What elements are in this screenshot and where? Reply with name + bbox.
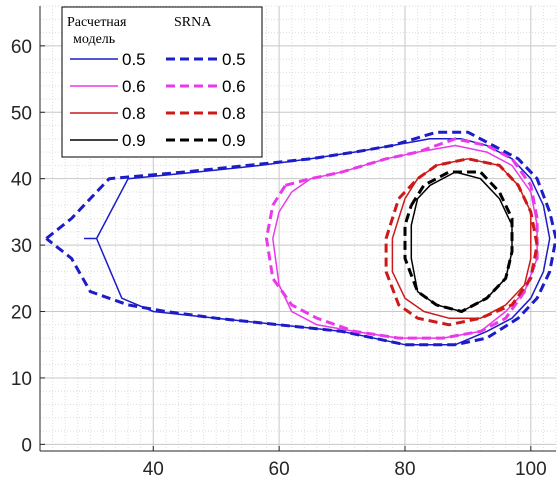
legend-box xyxy=(61,6,263,158)
contour-srna-0-6 xyxy=(265,137,539,340)
contour-srna-0-5 xyxy=(45,130,556,347)
legend-label-model: 0.6 xyxy=(122,77,146,96)
x-tick-label: 40 xyxy=(143,459,164,480)
legend-header-srna: SRNA xyxy=(174,15,212,30)
legend-header-model-2: модель xyxy=(73,32,115,47)
legend-label-srna: 0.8 xyxy=(222,104,246,123)
y-tick-label: 50 xyxy=(11,103,32,124)
contour-model-0-5 xyxy=(84,138,551,346)
contour-model-0-9 xyxy=(410,171,513,313)
legend-label-srna: 0.6 xyxy=(222,77,246,96)
y-tick-label: 0 xyxy=(21,435,32,456)
contour-srna-0-9 xyxy=(403,170,514,313)
x-tick-label: 80 xyxy=(394,459,415,480)
legend: Расчетная модель SRNA 0.5 0.5 0.6 0.6 0.8 0.8 0.9… xyxy=(61,6,263,158)
series-group xyxy=(45,130,556,347)
legend-label-srna: 0.5 xyxy=(222,50,246,69)
legend-label-model: 0.5 xyxy=(122,50,146,69)
y-tick-label: 10 xyxy=(11,369,32,390)
contour-srna-0-8 xyxy=(384,157,539,327)
legend-header-model: Расчетная xyxy=(67,15,127,30)
legend-label-srna: 0.9 xyxy=(222,131,246,150)
x-tick-label: 100 xyxy=(515,459,547,480)
legend-label-model: 0.9 xyxy=(122,131,146,150)
y-tick-label: 30 xyxy=(11,236,32,257)
x-tick-label: 60 xyxy=(269,459,290,480)
y-tick-label: 20 xyxy=(11,303,32,324)
legend-label-model: 0.8 xyxy=(122,104,146,123)
tick-labels: 40 60 80 100 0 10 20 30 40 50 60 xyxy=(11,37,547,480)
axes xyxy=(39,6,556,452)
y-tick-label: 60 xyxy=(11,37,32,58)
y-tick-label: 40 xyxy=(11,170,32,191)
